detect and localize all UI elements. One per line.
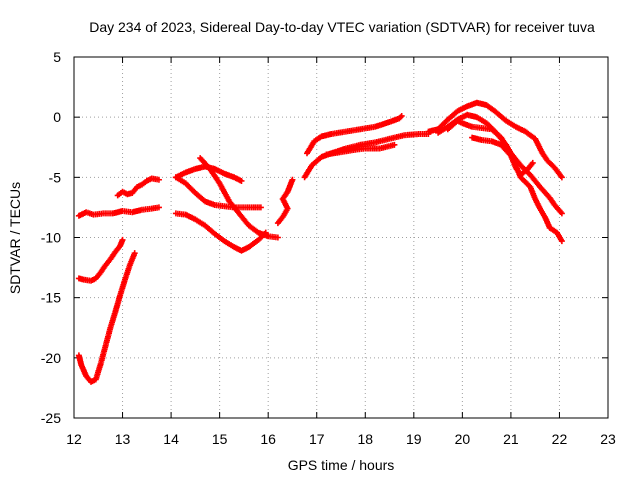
x-tick-label: 23 bbox=[600, 431, 616, 447]
x-tick-label: 22 bbox=[552, 431, 568, 447]
data-point-markers bbox=[75, 250, 138, 385]
series-arc-b-mid bbox=[172, 174, 264, 211]
y-tick-label: -25 bbox=[41, 410, 61, 426]
series-arc-top-early-b bbox=[114, 175, 162, 199]
x-tick-label: 19 bbox=[406, 431, 422, 447]
mark-layer bbox=[75, 99, 565, 385]
series-arc-mid-early bbox=[75, 236, 126, 284]
data-point-markers bbox=[435, 111, 565, 217]
x-tick-label: 14 bbox=[163, 431, 179, 447]
data-point-markers bbox=[323, 141, 398, 158]
data-point-markers bbox=[172, 174, 264, 211]
x-tick-label: 18 bbox=[357, 431, 373, 447]
x-tick-label: 15 bbox=[212, 431, 228, 447]
data-point-markers bbox=[304, 112, 405, 157]
x-axis-label: GPS time / hours bbox=[288, 457, 395, 473]
x-tick-label: 16 bbox=[260, 431, 276, 447]
series-arc-d-mid bbox=[172, 210, 269, 254]
series-arc-peak-b bbox=[435, 111, 565, 217]
series-arc-peak-d bbox=[469, 134, 536, 178]
data-point-markers bbox=[425, 99, 565, 181]
series-arc-peak-a bbox=[425, 99, 565, 181]
tick-layer: 12 13 14 15 16 17 18 19 20 21 22 23 5 0 -5 -10 -15 -20 -25 bbox=[41, 49, 616, 447]
data-point-markers bbox=[75, 204, 162, 219]
y-tick-label: 5 bbox=[53, 49, 61, 65]
series-arc-upper-late bbox=[304, 112, 405, 157]
series-arc-lower-late-b bbox=[323, 141, 398, 158]
x-tick-label: 21 bbox=[503, 431, 519, 447]
grid-layer bbox=[74, 57, 608, 418]
series-arc-top-early bbox=[75, 204, 162, 219]
data-point-markers bbox=[274, 176, 296, 227]
y-axis-label: SDTVAR / TECUs bbox=[7, 182, 23, 294]
series-arc-gap-rise bbox=[274, 176, 296, 227]
y-tick-label: -5 bbox=[49, 169, 62, 185]
data-point-markers bbox=[172, 210, 269, 254]
data-point-markers bbox=[114, 175, 162, 199]
x-tick-label: 13 bbox=[115, 431, 131, 447]
chart-title: Day 234 of 2023, Sidereal Day-to-day VTE… bbox=[89, 19, 595, 35]
y-tick-label: -20 bbox=[41, 350, 61, 366]
y-tick-label: -15 bbox=[41, 290, 61, 306]
x-tick-label: 12 bbox=[66, 431, 82, 447]
x-tick-label: 20 bbox=[455, 431, 471, 447]
series-arc-low-early bbox=[75, 250, 138, 385]
data-point-markers bbox=[469, 134, 536, 178]
y-tick-label: 0 bbox=[53, 109, 61, 125]
y-tick-label: -10 bbox=[41, 230, 61, 246]
data-point-markers bbox=[75, 236, 126, 284]
x-tick-label: 17 bbox=[309, 431, 325, 447]
